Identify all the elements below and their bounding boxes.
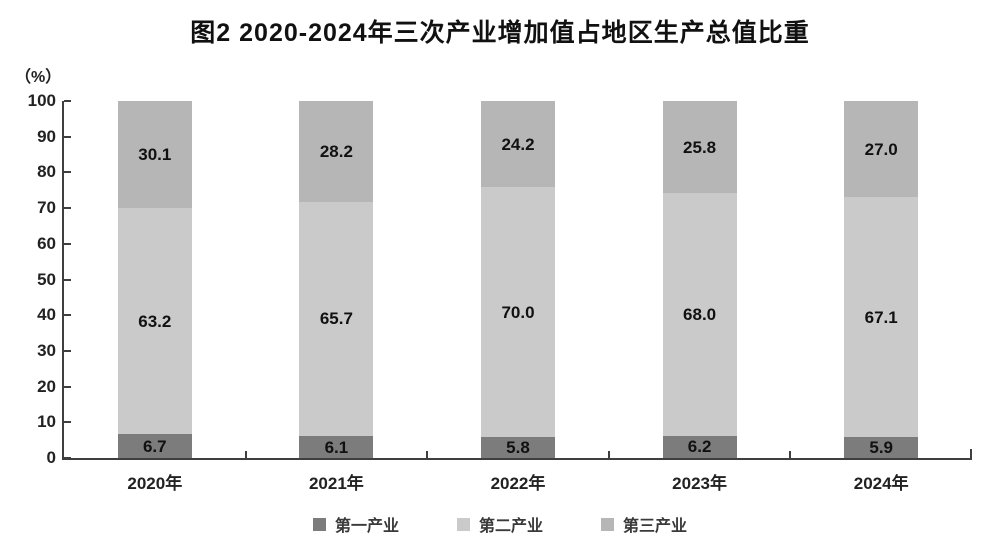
- x-axis-tick: [789, 451, 792, 458]
- y-axis-tick-label: 90: [37, 126, 56, 146]
- bar-segment-series-3: 28.2: [299, 101, 374, 202]
- y-axis-tick: [64, 207, 71, 210]
- chart-title: 图2 2020-2024年三次产业增加值占地区生产总值比重: [190, 19, 810, 47]
- stacked-bar-2024年: 5.9 67.1 27.0: [844, 101, 919, 458]
- bar-segment-series-1: 6.7: [117, 434, 192, 458]
- bar-segment-series-2: 70.0: [481, 187, 555, 438]
- stacked-bar-2020年: 6.7 63.2 30.1: [117, 101, 192, 458]
- y-axis-tick: [64, 457, 71, 459]
- y-axis-tick-label: 30: [37, 340, 56, 360]
- plot-area: 0 10 20 30 40 50 60 70 80 90 100 6.7 63.2 30.1 2020年 6.…: [28, 91, 972, 493]
- bar-segment-series-3: 25.8: [662, 101, 737, 194]
- y-axis-tick-label: 20: [37, 376, 56, 396]
- stacked-bar-2021年: 6.1 65.7 28.2: [299, 101, 374, 458]
- bar-segment-series-1: 5.9: [844, 436, 919, 458]
- legend-label: 第二产业: [478, 518, 543, 535]
- bar-value-label: 65.7: [319, 309, 353, 329]
- y-axis-tick-label: 40: [37, 305, 56, 325]
- y-axis-tick-label: 0: [46, 448, 56, 467]
- legend-label: 第三产业: [623, 518, 688, 535]
- x-axis-tick: [426, 451, 429, 458]
- bar-segment-series-3: 27.0: [844, 101, 919, 198]
- x-axis-label: 2024年: [853, 474, 909, 493]
- bar-value-label: 63.2: [138, 311, 172, 331]
- bar-segment-series-2: 68.0: [662, 193, 737, 436]
- legend-swatch-icon: [312, 517, 326, 531]
- x-axis-end-tick: [970, 449, 972, 458]
- bar-segment-series-2: 63.2: [117, 208, 192, 435]
- y-axis-tick: [64, 278, 71, 281]
- y-axis-tick-label: 10: [37, 412, 56, 432]
- x-axis-label: 2022年: [490, 474, 546, 493]
- bar-value-label: 5.8: [506, 438, 530, 458]
- bar-segment-series-2: 67.1: [844, 197, 919, 437]
- bar-value-label: 6.2: [687, 437, 712, 457]
- legend-item-series-2: 第二产业: [456, 512, 543, 536]
- y-axis-tick: [64, 385, 71, 388]
- y-axis-tick: [64, 242, 71, 245]
- legend-item-series-3: 第三产业: [601, 512, 687, 536]
- bar-segment-series-1: 6.1: [299, 436, 374, 458]
- bar-segment-series-1: 5.8: [481, 437, 555, 458]
- bar-segment-series-2: 65.7: [299, 201, 374, 437]
- stacked-bar-2022年: 5.8 70.0 24.2: [481, 101, 555, 458]
- legend-swatch-icon: [601, 517, 614, 531]
- y-axis-tick: [64, 171, 71, 174]
- bar-value-label: 28.2: [319, 141, 353, 161]
- legend-item-series-1: 第一产业: [312, 512, 399, 536]
- y-axis-tick: [64, 135, 71, 138]
- y-axis-tick: [64, 100, 71, 102]
- y-axis-tick-label: 50: [37, 269, 56, 289]
- bar-value-label: 67.1: [864, 307, 898, 327]
- legend: 第一产业 第二产业 第三产业: [0, 512, 1000, 536]
- x-axis-label: 2020年: [127, 474, 183, 493]
- bar-value-label: 25.8: [683, 137, 717, 157]
- y-axis-tick-label: 60: [37, 233, 56, 253]
- y-axis-tick-label: 80: [37, 162, 56, 182]
- bar-value-label: 27.0: [864, 139, 898, 159]
- bar-value-label: 70.0: [501, 302, 535, 322]
- stacked-bar-2023年: 6.2 68.0 25.8: [662, 101, 737, 458]
- y-axis-tick: [64, 314, 71, 317]
- x-axis-label: 2023年: [672, 474, 727, 493]
- x-axis-tick: [607, 451, 610, 458]
- legend-swatch-icon: [456, 517, 470, 531]
- bar-value-label: 6.1: [324, 437, 349, 457]
- bar-segment-series-3: 30.1: [117, 101, 192, 209]
- x-axis-tick: [244, 451, 247, 458]
- y-axis-tick-label: 70: [37, 198, 56, 218]
- bar-value-label: 68.0: [683, 305, 717, 324]
- y-axis-unit-label: （%）: [15, 69, 62, 86]
- bar-value-label: 5.9: [869, 437, 893, 457]
- bar-value-label: 30.1: [138, 145, 172, 165]
- y-axis-tick: [64, 349, 71, 352]
- legend-label: 第一产业: [334, 518, 399, 535]
- bar-segment-series-1: 6.2: [662, 435, 737, 458]
- y-axis-tick-label: 100: [27, 91, 56, 110]
- bar-segment-series-3: 24.2: [481, 101, 555, 188]
- x-axis-label: 2021年: [308, 474, 364, 493]
- bar-value-label: 24.2: [501, 134, 535, 154]
- y-axis-tick: [64, 421, 71, 424]
- bar-value-label: 6.7: [142, 436, 167, 456]
